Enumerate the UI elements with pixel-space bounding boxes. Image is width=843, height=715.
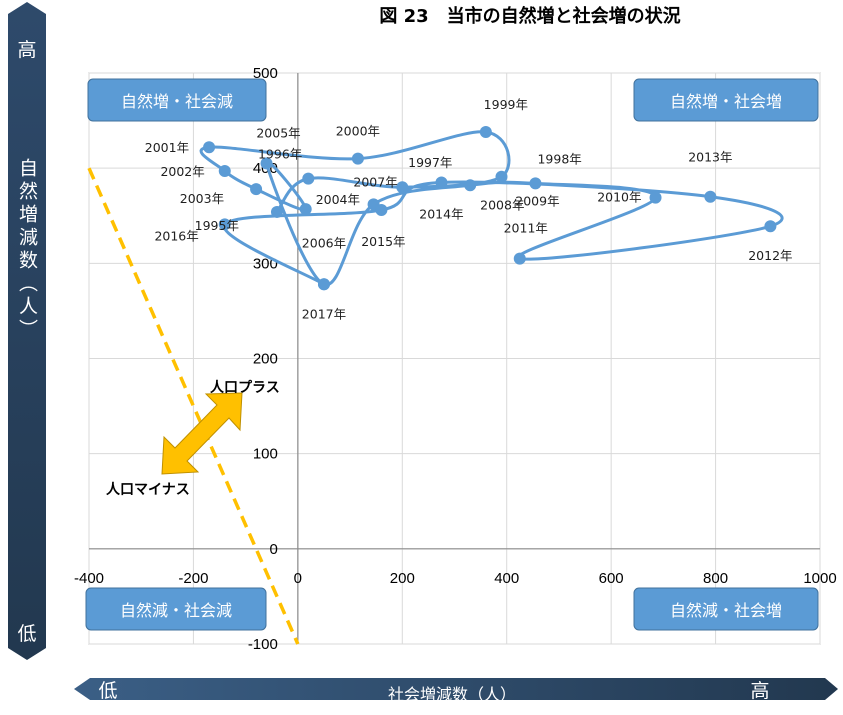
- quadrant-top-right: 自然増・社会増: [633, 78, 819, 122]
- data-point: [464, 179, 477, 192]
- point-label: 2012年: [748, 248, 792, 263]
- point-label: 2008年: [480, 197, 524, 212]
- y-tick-label: -100: [248, 636, 278, 653]
- point-label: 2013年: [688, 150, 732, 165]
- point-label: 2001年: [145, 140, 189, 155]
- quadrant-label: 自然減・社会減: [120, 601, 232, 620]
- point-label: 1999年: [484, 97, 528, 112]
- data-point: [375, 204, 388, 217]
- data-point: [396, 181, 409, 194]
- data-point: [299, 203, 312, 216]
- x-tick-label: 800: [703, 570, 728, 587]
- point-label: 2002年: [160, 164, 204, 179]
- quadrant-top-left: 自然増・社会減: [87, 78, 267, 122]
- quadrant-box: [85, 587, 267, 631]
- data-point: [513, 252, 526, 265]
- x-tick-label: 600: [599, 570, 624, 587]
- point-label: 1998年: [537, 152, 581, 167]
- x-axis-high-label: 高: [750, 680, 769, 702]
- point-label: 2005年: [256, 125, 300, 140]
- point-label: 2014年: [419, 206, 463, 221]
- point-label: 2000年: [336, 124, 380, 139]
- data-point: [529, 177, 542, 190]
- data-point: [649, 191, 662, 204]
- y-axis-bar-shape: [8, 2, 46, 660]
- point-label: 1996年: [258, 147, 302, 162]
- x-axis-bar-shape: [74, 678, 838, 700]
- y-axis-low-label: 低: [17, 623, 36, 645]
- y-tick-label: 100: [253, 446, 278, 463]
- chart-title: 図 23 当市の自然増と社会増の状況: [379, 5, 680, 27]
- x-tick-label: 200: [390, 570, 415, 587]
- x-tick-label: 1000: [803, 570, 836, 587]
- arrow-minus-label: 人口マイナス: [106, 481, 190, 498]
- data-point: [260, 157, 273, 170]
- data-point: [218, 218, 231, 231]
- data-point: [704, 190, 717, 203]
- dashed-boundary-layer: [87, 167, 300, 645]
- double-arrow-icon: [161, 392, 243, 475]
- data-point: [270, 205, 283, 218]
- data-point: [317, 278, 330, 291]
- x-tick-label: -200: [178, 570, 208, 587]
- data-point: [250, 183, 263, 196]
- data-point: [302, 172, 315, 185]
- point-label: 2017年: [302, 306, 346, 321]
- grid-layer: -400-20002004006008001000-10001002003004…: [74, 65, 837, 653]
- data-point: [435, 176, 448, 189]
- point-label: 2009年: [515, 193, 559, 208]
- x-tick-label: 0: [294, 570, 302, 587]
- data-point: [351, 152, 364, 165]
- point-label: 1997年: [408, 155, 452, 170]
- series-layer: [199, 126, 784, 291]
- point-label: 2011年: [504, 221, 548, 236]
- y-tick-label: 300: [253, 255, 278, 272]
- arrow-plus-label: 人口プラス: [210, 379, 280, 396]
- y-tick-label: 0: [270, 541, 278, 558]
- y-axis-high-label: 高: [17, 39, 36, 61]
- x-tick-label: -400: [74, 570, 104, 587]
- quadrant-box: [633, 78, 819, 122]
- quadrant-bottom-left: 自然減・社会減: [85, 587, 267, 631]
- point-label: 1995年: [195, 218, 239, 233]
- point-label: 2016年: [154, 228, 198, 243]
- data-point: [479, 126, 492, 139]
- point-label: 2004年: [316, 192, 360, 207]
- boundary-line: [87, 167, 300, 645]
- point-label: 2003年: [180, 191, 224, 206]
- population-arrow: 人口プラス 人口マイナス: [106, 379, 280, 498]
- data-point: [764, 220, 777, 233]
- point-label: 2015年: [361, 234, 405, 249]
- data-point: [203, 141, 216, 154]
- x-tick-label: 400: [494, 570, 519, 587]
- point-label: 2006年: [302, 235, 346, 250]
- quadrant-bottom-right: 自然減・社会増: [633, 587, 819, 631]
- y-axis-bar: 高 自然増減数（人） 低: [8, 2, 46, 660]
- x-axis-bar: 低 社会増減数（人） 高: [74, 678, 838, 704]
- quadrant-label: 自然増・社会減: [121, 92, 233, 111]
- x-axis-label: 社会増減数（人）: [388, 685, 516, 704]
- quadrant-label: 自然減・社会増: [670, 601, 782, 620]
- x-axis-low-label: 低: [98, 680, 117, 702]
- quadrant-label: 自然増・社会増: [670, 92, 782, 111]
- y-tick-label: 500: [253, 65, 278, 82]
- point-label: 2010年: [597, 190, 641, 205]
- quadrant-box: [87, 78, 267, 122]
- y-tick-label: 200: [253, 351, 278, 368]
- point-label-layer: 1995年 1996年 1997年 1998年 1999年 2000年 2001年 2002年…: [145, 97, 793, 321]
- point-label: 2007年: [353, 174, 397, 189]
- data-point: [218, 165, 231, 178]
- quadrant-box: [633, 587, 819, 631]
- data-point: [495, 170, 508, 183]
- y-axis-label: 自然増減数（人）: [16, 158, 38, 342]
